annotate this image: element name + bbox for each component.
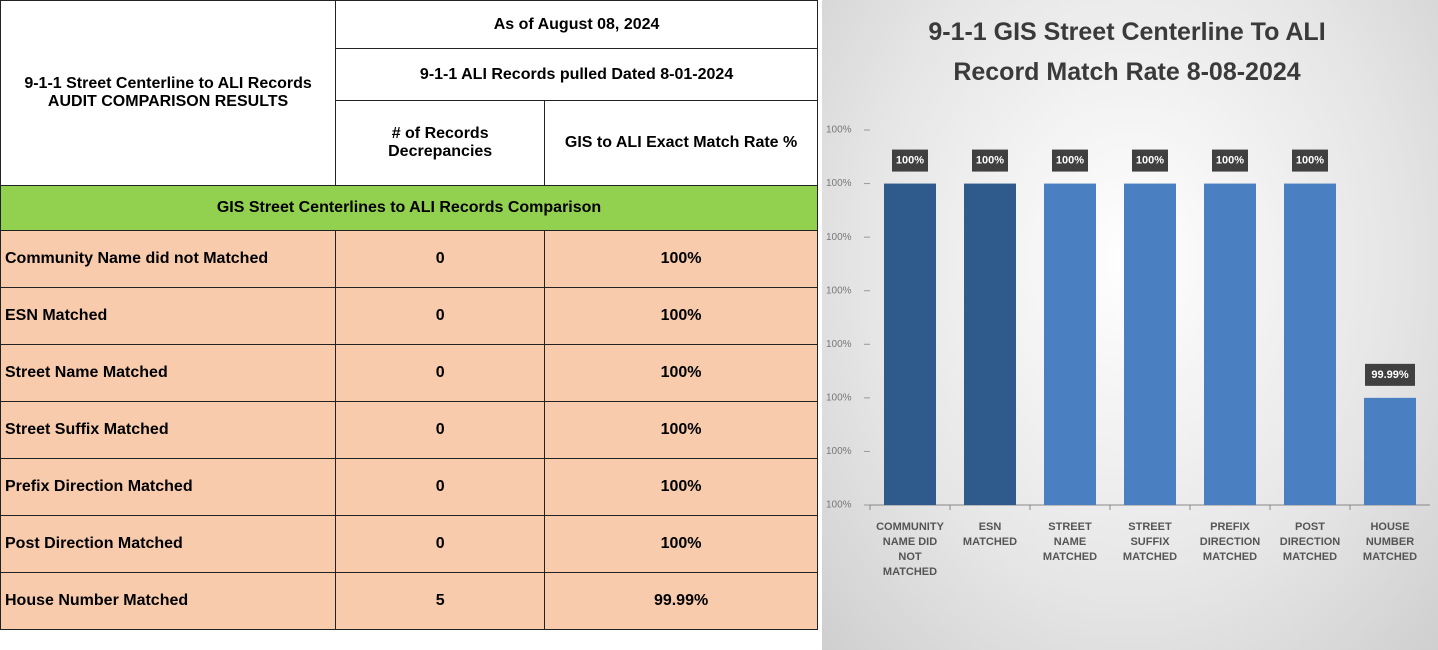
bar — [1124, 183, 1176, 506]
row-name: ESN Matched — [0, 287, 337, 345]
cell: 100% — [544, 230, 818, 288]
cell: 100% — [544, 458, 818, 516]
table-row: ESN Matched 0 100% — [0, 287, 818, 345]
data-label: 100% — [896, 154, 924, 166]
x-tick-label: ESN MATCHED — [962, 521, 1018, 548]
chart-title: 9-1-1 GIS Street Centerline To ALI Recor… — [928, 18, 1326, 86]
cell: 100% — [544, 515, 818, 573]
bar — [884, 183, 936, 506]
table-row: House Number Matched 5 99.99% — [0, 572, 818, 630]
column-header: # of Records Decrepancies — [335, 100, 546, 186]
x-tick-label: PREFIX DIRECTION MATCHED — [1199, 521, 1261, 563]
data-label-box — [1212, 149, 1248, 172]
data-label-box — [1052, 149, 1088, 172]
bar — [964, 183, 1016, 506]
data-label: 99.99% — [1371, 369, 1409, 381]
row-name: Community Name did not Matched — [0, 230, 337, 288]
data-label-box — [972, 149, 1008, 172]
cell: 99.99% — [544, 572, 818, 630]
y-tick-label: 100% — [826, 125, 852, 136]
y-tick-label: 100% — [826, 285, 852, 296]
cell: 0 — [335, 344, 546, 402]
data-label: 100% — [1216, 154, 1244, 166]
y-tick-label: 100% — [826, 232, 852, 243]
cell: 100% — [544, 344, 818, 402]
cell: 100% — [544, 287, 818, 345]
cell: 0 — [335, 230, 546, 288]
cell: 0 — [335, 401, 546, 459]
pulled: 9-1-1 ALI Records pulled Dated 8-01-2024 — [335, 48, 818, 101]
chart-panel: 100% 100% 100% 100% 100% 100% 100% 100% 100% 100%… — [822, 0, 1438, 650]
data-label-box — [1132, 149, 1168, 172]
row-name: Prefix Direction Matched — [0, 458, 337, 516]
data-label-box — [1292, 149, 1328, 172]
cell: 5 — [335, 572, 546, 630]
x-tick-label: HOUSE NUMBER MATCHED — [1362, 521, 1418, 563]
table-row: Prefix Direction Matched 0 100% — [0, 458, 818, 516]
y-tick-label: 100% — [826, 500, 852, 511]
bar — [1204, 183, 1256, 506]
data-label: 100% — [1136, 154, 1164, 166]
row-name: House Number Matched — [0, 572, 337, 630]
cell: 0 — [335, 515, 546, 573]
table-title: 9-1-1 Street Centerline to ALI Records AU… — [0, 0, 337, 186]
chart: 100% 100% 100% 100% 100% 100% 100% 100% 100% 100%… — [826, 125, 1430, 511]
row-name: Post Direction Matched — [0, 515, 337, 573]
data-label-box — [892, 149, 928, 172]
table-row: Street Name Matched 0 100% — [0, 344, 818, 402]
as-of: As of August 08, 2024 — [335, 0, 818, 49]
bar — [1044, 183, 1096, 506]
cell: 100% — [544, 401, 818, 459]
column-header: GIS to ALI Exact Match Rate % — [544, 100, 818, 186]
section-header: GIS Street Centerlines to ALI Records Co… — [0, 185, 818, 231]
row-name: Street Name Matched — [0, 344, 337, 402]
x-tick-label: POST DIRECTION MATCHED — [1279, 521, 1341, 563]
bar — [1364, 397, 1416, 505]
title-line: AUDIT COMPARISON RESULTS — [47, 93, 289, 110]
data-label: 100% — [1056, 154, 1084, 166]
x-tick-label: STREET NAME MATCHED — [1042, 521, 1098, 563]
data-label-box — [1365, 363, 1415, 386]
data-label: 100% — [1296, 154, 1324, 166]
y-tick-label: 100% — [826, 392, 852, 403]
y-tick-label: 100% — [826, 178, 852, 189]
y-tick-label: 100% — [826, 339, 852, 350]
table-row: Post Direction Matched 0 100% — [0, 515, 818, 573]
data-label: 100% — [976, 154, 1004, 166]
cell: 0 — [335, 458, 546, 516]
bar — [1284, 183, 1336, 506]
row-name: Street Suffix Matched — [0, 401, 337, 459]
audit-table: 9-1-1 Street Centerline to ALI Records AU… — [0, 0, 818, 630]
y-tick-label: 100% — [826, 446, 852, 457]
x-tick-label: STREET SUFFIX MATCHED — [1122, 521, 1178, 563]
x-tick-label: COMMUNITY NAME DID NOT MATCHED — [876, 521, 944, 578]
title-line: 9-1-1 Street Centerline to ALI Records — [24, 75, 312, 92]
table-row: Community Name did not Matched 0 100% — [0, 230, 818, 288]
cell: 0 — [335, 287, 546, 345]
table-row: Street Suffix Matched 0 100% — [0, 401, 818, 459]
